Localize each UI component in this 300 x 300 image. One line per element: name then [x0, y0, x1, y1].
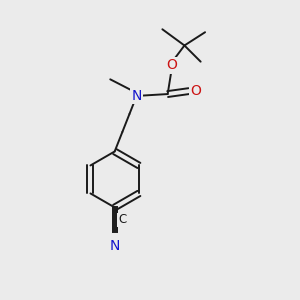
Text: N: N	[110, 239, 120, 253]
Text: N: N	[132, 88, 142, 103]
Text: C: C	[118, 213, 126, 226]
Text: O: O	[166, 58, 177, 73]
Text: O: O	[190, 84, 201, 98]
